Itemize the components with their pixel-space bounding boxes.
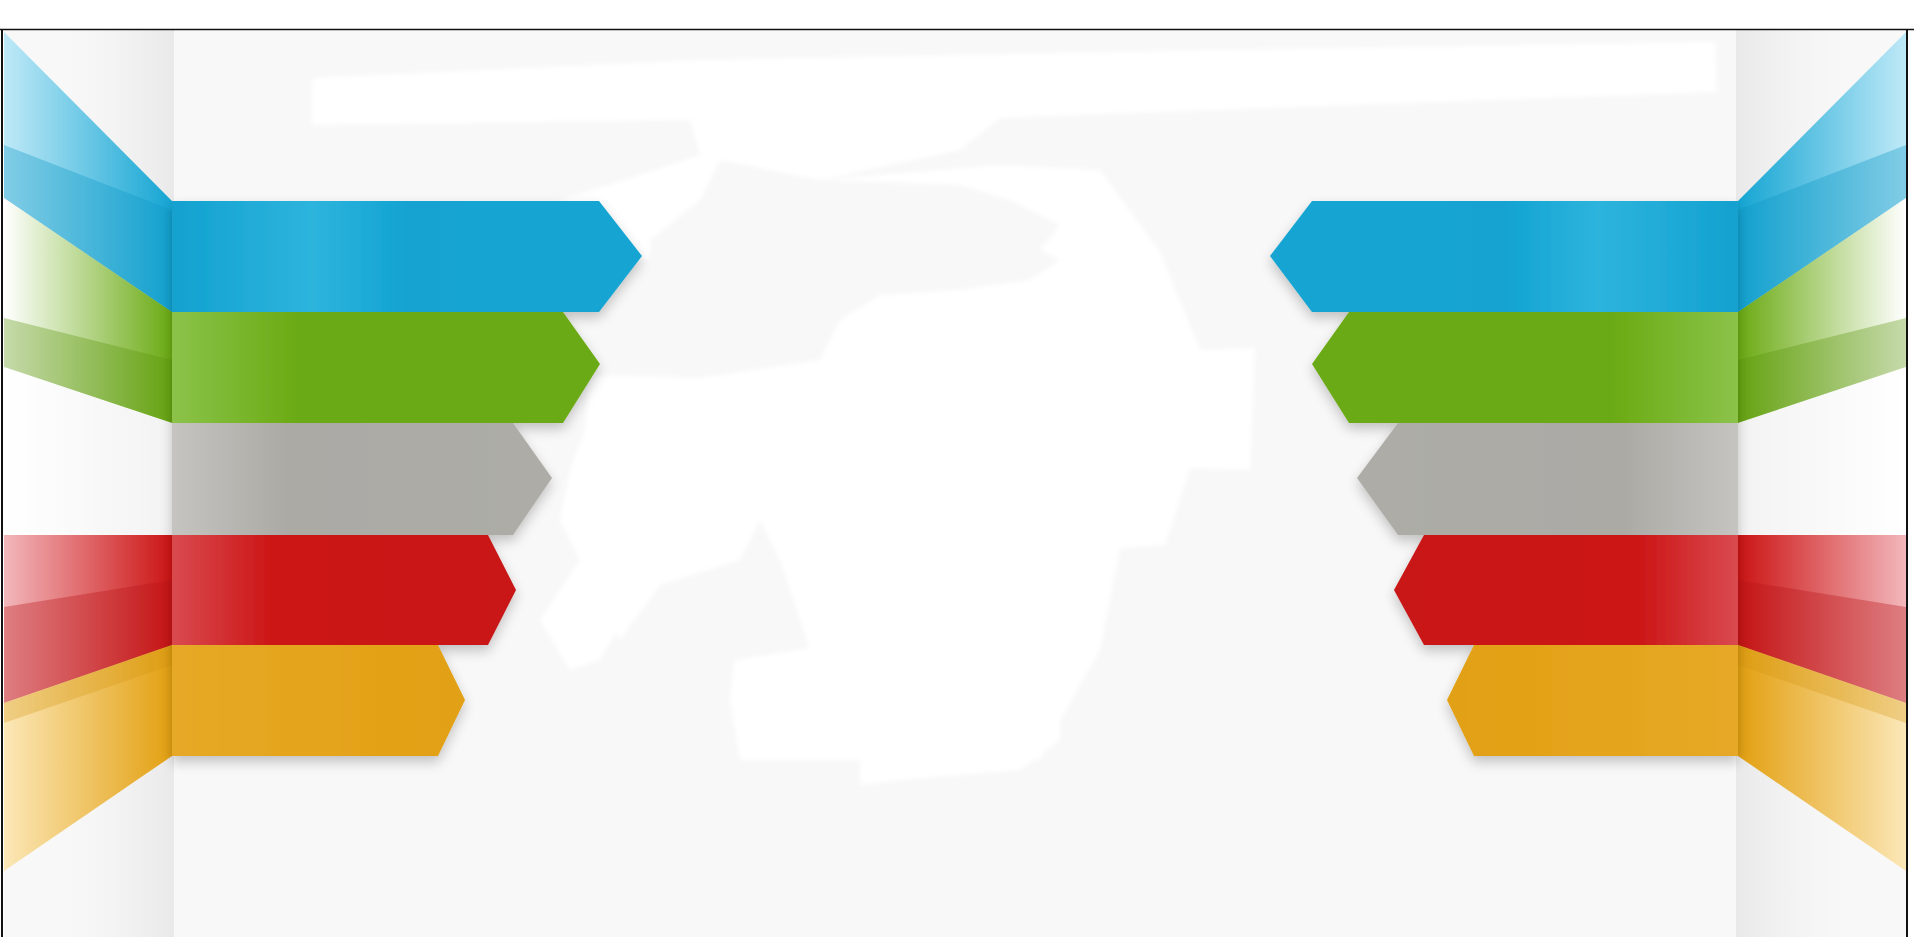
right-wedge-yellow <box>1738 645 1906 871</box>
right-wedge-yellow-band <box>1738 645 1906 723</box>
right-ribbon-blue <box>1270 201 1738 312</box>
left-wedge-red-band <box>4 580 172 703</box>
left-wedge-green-band <box>4 318 172 423</box>
left-ribbon-yellow <box>172 645 465 756</box>
left-wedge-blue <box>4 32 172 312</box>
left-ribbon-green <box>172 312 600 423</box>
right-wedge-green-band <box>1738 318 1906 423</box>
right-wedge-blue <box>1738 32 1906 312</box>
frame-border <box>0 28 1914 937</box>
right-wedge-blue-band <box>1738 145 1906 312</box>
left-wedges <box>4 32 172 871</box>
question-mark-icon <box>312 42 1717 785</box>
left-wedge-green <box>4 198 172 423</box>
left-ribbon-blue <box>172 201 642 312</box>
left-wedge-yellow-band <box>4 645 172 723</box>
right-ribbons <box>1270 201 1738 756</box>
left-wedge-gray <box>4 367 172 535</box>
left-wedge-yellow <box>4 645 172 871</box>
right-wedges <box>1738 32 1906 871</box>
right-ribbon-red <box>1394 535 1738 645</box>
right-ribbon-gray <box>1357 423 1738 535</box>
left-wedge-red <box>4 535 172 703</box>
right-ribbon-yellow <box>1447 645 1738 756</box>
right-wedge-green <box>1738 198 1906 423</box>
left-wedge-blue-band <box>4 145 172 312</box>
right-wedge-gray <box>1738 367 1906 535</box>
left-ribbon-gray <box>172 423 552 535</box>
right-ribbon-green <box>1312 312 1738 423</box>
left-ribbon-red <box>172 535 516 645</box>
right-wedge-red <box>1738 535 1906 703</box>
right-wedge-red-band <box>1738 580 1906 703</box>
left-ribbons <box>172 201 642 756</box>
